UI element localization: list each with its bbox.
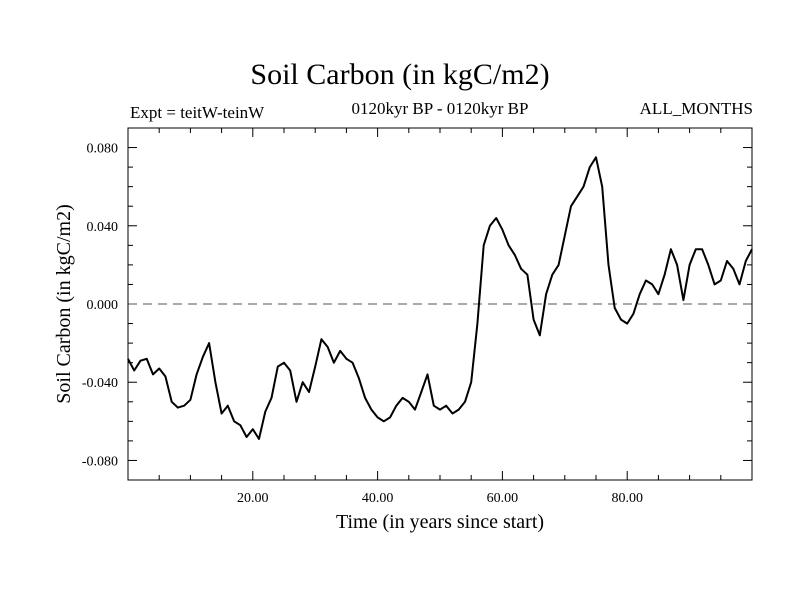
period-label: 0120kyr BP - 0120kyr BP [351,99,529,118]
y-tick-label: -0.080 [82,454,118,469]
x-tick-label: 20.00 [237,491,269,506]
y-axis-label: Soil Carbon (in kgC/m2) [53,204,75,403]
experiment-label: Expt = teitW-teinW [130,103,265,122]
chart-title: Soil Carbon (in kgC/m2) [250,58,550,91]
y-tick-label: 0.080 [87,142,119,157]
x-tick-label: 80.00 [611,491,643,506]
series-line [127,156,753,440]
tick-marks [128,128,752,480]
plot-frame [127,127,753,481]
x-axis-label: Time (in years since start) [336,511,544,533]
x-tick-labels: 20.00 40.00 60.00 80.00 [237,491,643,506]
months-label: ALL_MONTHS [639,99,753,118]
x-tick-label: 40.00 [362,491,394,506]
y-tick-label: 0.040 [87,220,119,235]
y-tick-label: 0.000 [87,298,119,313]
y-tick-labels: 0.080 0.040 0.000 -0.040 -0.080 [82,142,118,470]
y-tick-label: -0.040 [82,376,118,391]
x-tick-label: 60.00 [487,491,519,506]
